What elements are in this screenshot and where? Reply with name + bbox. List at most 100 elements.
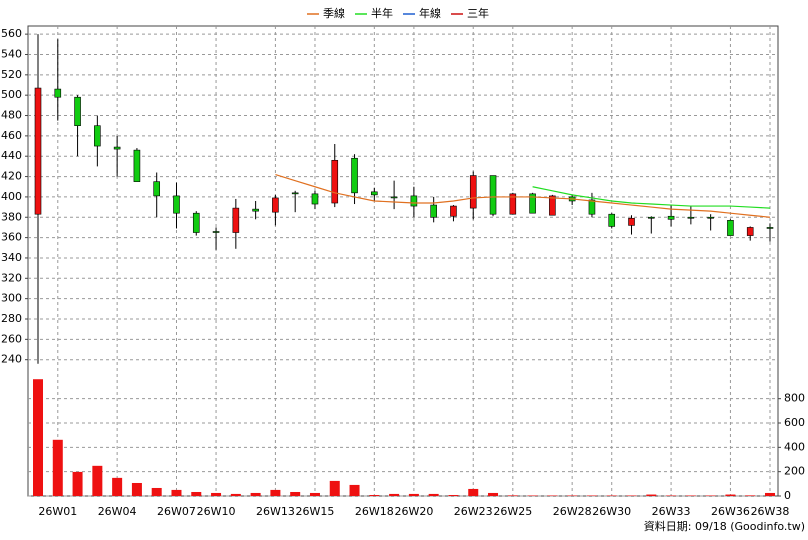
candle-body xyxy=(232,207,240,233)
candle-body xyxy=(390,196,398,199)
x-tick-label: 26W18 xyxy=(355,505,394,518)
candle-body xyxy=(351,157,358,194)
x-tick-label: 26W07 xyxy=(157,505,196,518)
legend-label: 半年 xyxy=(371,6,393,20)
candle-body xyxy=(489,175,497,215)
candle-body xyxy=(74,96,81,126)
candle-body xyxy=(94,125,101,147)
candle-body xyxy=(272,197,279,213)
x-tick-label: 26W13 xyxy=(256,505,295,518)
candle-body xyxy=(647,216,655,219)
volume-bar xyxy=(448,495,459,496)
candle-body xyxy=(252,208,259,212)
candle-body xyxy=(746,227,754,236)
volume-bar xyxy=(507,495,518,496)
candle-body xyxy=(450,205,457,217)
x-tick-label: 26W01 xyxy=(38,505,77,518)
volume-bar xyxy=(329,480,340,496)
candle-body xyxy=(628,217,635,226)
legend-label: 三年 xyxy=(467,6,489,20)
x-tick-label: 26W28 xyxy=(553,505,592,518)
y-tick-label: 340 xyxy=(1,251,22,264)
y-tick-label: 260 xyxy=(1,332,22,345)
volume-bar xyxy=(151,487,162,496)
y2-tick-label: 400 xyxy=(784,440,805,453)
volume-bar xyxy=(408,493,419,496)
volume-bar xyxy=(765,492,775,496)
volume-bar xyxy=(131,482,142,496)
volume-bar xyxy=(211,492,222,496)
candle-body xyxy=(192,212,200,233)
volume-bar xyxy=(112,477,123,496)
volume-bar xyxy=(646,494,657,496)
candle-body xyxy=(549,195,556,216)
x-tick-label: 26W25 xyxy=(493,505,532,518)
candle-body xyxy=(608,213,616,227)
volume-bar xyxy=(745,495,756,496)
legend-label: 年線 xyxy=(419,6,441,20)
y-tick-label: 520 xyxy=(1,68,22,81)
y2-tick-label: 200 xyxy=(784,465,805,478)
candle-body xyxy=(707,216,714,219)
x-tick-label: 26W10 xyxy=(197,505,236,518)
y-tick-label: 320 xyxy=(1,271,22,284)
y-tick-label: 460 xyxy=(1,129,22,142)
x-tick-label: 26W33 xyxy=(652,505,691,518)
candle-body xyxy=(34,87,42,215)
candle-body xyxy=(113,146,121,150)
volume-bar xyxy=(72,471,83,496)
candle-body xyxy=(667,215,675,220)
candle-body xyxy=(331,159,339,204)
volume-bar xyxy=(191,491,202,496)
candle-body xyxy=(54,88,62,98)
candle-body xyxy=(727,220,734,236)
candle-body xyxy=(430,204,437,218)
volume-bar xyxy=(488,492,499,496)
x-tick-label: 26W04 xyxy=(98,505,137,518)
y-tick-label: 420 xyxy=(1,170,22,183)
x-tick-label: 26W30 xyxy=(592,505,631,518)
volume-bar xyxy=(389,493,400,496)
volume-bar xyxy=(92,465,103,496)
y-tick-label: 360 xyxy=(1,231,22,244)
y2-tick-label: 0 xyxy=(784,489,791,502)
candle-body xyxy=(133,149,141,182)
volume-bar xyxy=(428,493,439,496)
volume-bar xyxy=(725,494,736,496)
x-tick-label: 26W20 xyxy=(394,505,433,518)
y-tick-label: 480 xyxy=(1,109,22,122)
candle-body xyxy=(410,195,418,207)
y2-tick-label: 800 xyxy=(784,392,805,405)
candle-body xyxy=(687,216,695,219)
volume-bar xyxy=(171,489,182,496)
x-tick-label: 26W38 xyxy=(751,505,790,518)
y-tick-label: 400 xyxy=(1,190,22,203)
candle-body xyxy=(588,199,596,215)
volume-bar xyxy=(230,493,241,496)
volume-bar xyxy=(33,379,43,496)
volume-bar xyxy=(270,489,281,496)
candle-body xyxy=(291,192,299,195)
candle-body xyxy=(311,193,319,205)
candle-body xyxy=(212,231,220,233)
legend-label: 季線 xyxy=(323,6,345,20)
candle-body xyxy=(766,227,774,229)
candle-body xyxy=(173,195,180,214)
volume-bar xyxy=(250,492,261,496)
candle-body xyxy=(371,191,378,196)
candle-body xyxy=(469,175,477,209)
plot-frame xyxy=(27,25,779,497)
ma-line xyxy=(275,173,771,218)
volume-bar xyxy=(468,488,479,496)
x-tick-label: 26W15 xyxy=(296,505,335,518)
candle-body xyxy=(509,193,517,215)
volume-bar xyxy=(290,491,301,496)
volume-bar xyxy=(309,492,320,496)
y2-tick-label: 600 xyxy=(784,416,805,429)
candle-body xyxy=(529,193,536,214)
y-tick-label: 560 xyxy=(1,27,22,40)
ma-line xyxy=(532,186,771,209)
volume-bar xyxy=(349,484,360,496)
volume-bar xyxy=(52,439,63,496)
